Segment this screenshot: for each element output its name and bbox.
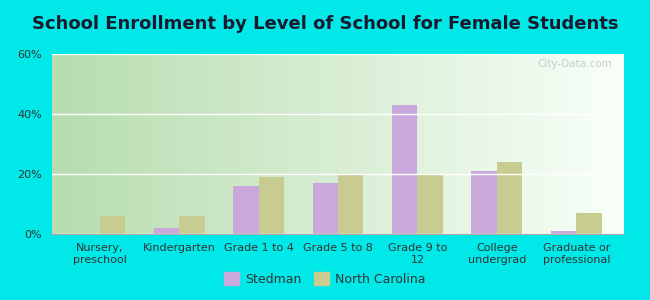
Bar xyxy=(417,174,443,234)
Bar xyxy=(551,231,577,234)
Bar xyxy=(471,171,497,234)
Bar xyxy=(313,183,338,234)
Bar xyxy=(259,177,284,234)
Bar xyxy=(233,186,259,234)
Bar xyxy=(497,162,523,234)
Bar xyxy=(179,216,205,234)
Bar xyxy=(153,228,179,234)
Text: School Enrollment by Level of School for Female Students: School Enrollment by Level of School for… xyxy=(32,15,618,33)
Bar xyxy=(392,105,417,234)
Bar xyxy=(99,216,125,234)
Legend: Stedman, North Carolina: Stedman, North Carolina xyxy=(219,267,431,291)
Text: City-Data.com: City-Data.com xyxy=(538,59,612,69)
Bar xyxy=(577,213,602,234)
Bar xyxy=(338,174,363,234)
